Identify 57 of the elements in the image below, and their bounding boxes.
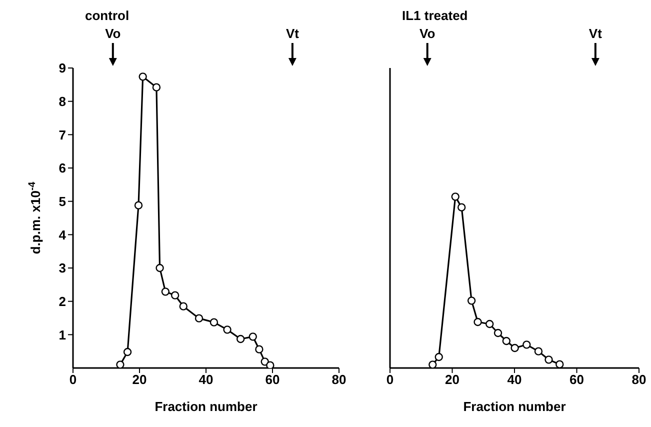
x-tick-label: 0	[69, 372, 77, 388]
point	[210, 318, 218, 326]
point	[116, 360, 124, 368]
point	[451, 192, 460, 201]
chart-title: IL1 treated	[402, 8, 468, 23]
y-tick-label: 7	[58, 127, 66, 142]
y-tick-label: 8	[58, 94, 66, 109]
y-tick-label: 4	[58, 227, 67, 242]
x-tick-label: 60	[265, 372, 280, 388]
point	[266, 361, 274, 368]
x-axis-title: Fraction number	[154, 399, 258, 414]
point	[248, 332, 257, 341]
x-tick-label: 20	[445, 372, 460, 388]
point	[152, 83, 161, 92]
point	[134, 201, 143, 210]
x-tick-label: 40	[507, 372, 522, 388]
point	[502, 336, 511, 346]
chart-title: control	[85, 8, 130, 23]
x-axis-title: Fraction number	[463, 399, 566, 414]
point	[544, 356, 553, 364]
y-tick-label: 9	[58, 60, 66, 76]
point	[494, 328, 502, 338]
point	[428, 360, 437, 368]
point	[486, 320, 494, 328]
point	[223, 326, 232, 334]
x-tick-label: 40	[198, 372, 214, 388]
y-tick-label: 1	[58, 327, 66, 342]
point	[161, 288, 170, 296]
point	[510, 344, 519, 352]
point	[123, 348, 132, 356]
x-tick-label: 20	[132, 372, 147, 388]
point	[194, 314, 204, 322]
x-tick-label: 80	[632, 372, 646, 388]
ref-line-label: Vo	[105, 26, 121, 41]
point	[255, 345, 264, 354]
x-tick-label: 60	[570, 372, 584, 388]
y-tick-label: 2	[58, 294, 66, 309]
point	[474, 318, 482, 326]
ref-line-label: Vt	[588, 26, 603, 41]
point	[138, 72, 147, 81]
y-tick-label: 6	[58, 160, 66, 176]
y-tick-label: 3	[58, 260, 66, 276]
ref-line-label: Vt	[286, 26, 300, 41]
point	[522, 340, 531, 349]
point	[457, 203, 466, 212]
y-tick-label: 5	[58, 194, 66, 209]
point	[236, 334, 245, 344]
point	[179, 302, 188, 310]
point	[467, 296, 476, 305]
point	[170, 291, 180, 300]
point	[556, 360, 564, 368]
point	[434, 352, 443, 362]
point	[156, 264, 164, 272]
ref-line-label: Vo	[420, 26, 436, 41]
point	[534, 347, 543, 356]
x-tick-label: 80	[332, 372, 346, 388]
x-tick-label: 0	[386, 372, 394, 388]
